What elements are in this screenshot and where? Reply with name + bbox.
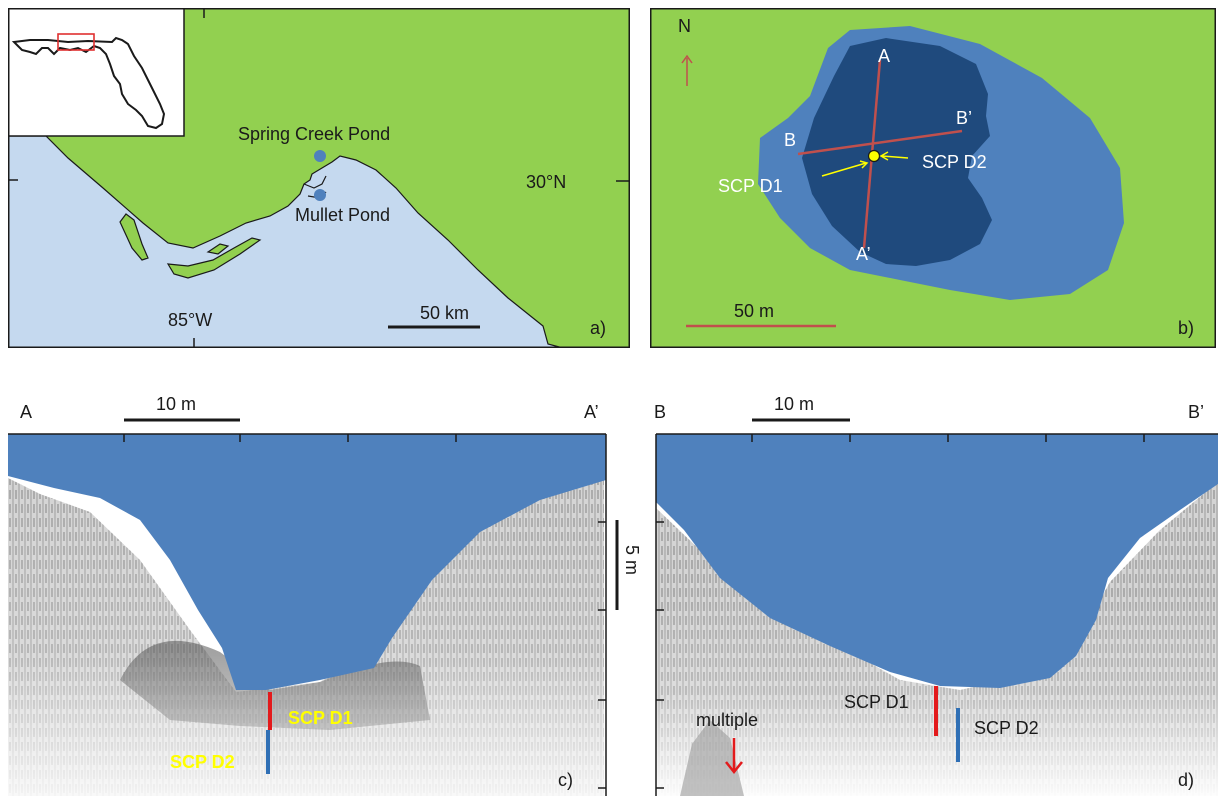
- horizontal-scale-label: 10 m: [774, 394, 814, 414]
- core-d2-label: SCP D2: [170, 752, 235, 772]
- core-d1-arrowhead: [859, 160, 869, 169]
- north-label: N: [678, 16, 691, 36]
- coastal-island: [206, 243, 230, 255]
- label-b-prime: B’: [956, 108, 972, 128]
- florida-outline: [11, 36, 166, 130]
- scale-bar-label: 50 km: [420, 303, 469, 323]
- core-location-marker: [867, 149, 881, 163]
- panel-a-frame: [8, 8, 630, 348]
- profile-start-label: B: [654, 402, 666, 422]
- panel-b-frame: [650, 8, 1216, 348]
- multiple-reflection: [680, 720, 744, 796]
- profile-end-label: B’: [1188, 402, 1204, 422]
- core-d2-label: SCP D2: [974, 718, 1039, 738]
- profile-end-label: A’: [584, 402, 599, 422]
- panel-letter-a: a): [590, 318, 606, 338]
- core-d1-label: SCP D1: [288, 708, 353, 728]
- inset-study-area-box: [57, 33, 95, 51]
- panel-c-profile-a: A A’ 10 m 5 m SCP D1 SCP D2 c: [8, 394, 640, 796]
- mullet-pond-label: Mullet Pond: [295, 205, 390, 225]
- multiple-arrowhead-icon: [725, 761, 743, 775]
- panel-a-regional-map: Spring Creek Pond Mullet Pond 30°N 85°W …: [8, 8, 630, 348]
- core-d1-label: SCP D1: [844, 692, 909, 712]
- label-a: A: [878, 46, 890, 66]
- profile-start-label: A: [20, 402, 32, 422]
- core-d2-arrowhead: [879, 151, 889, 161]
- core-d1-pointer: [821, 162, 867, 177]
- coastal-island: [166, 237, 262, 279]
- florida-inset-map: [8, 8, 185, 137]
- core-d2-pointer: [881, 155, 909, 159]
- latitude-label: 30°N: [526, 172, 566, 192]
- core-d2-label: SCP D2: [922, 152, 987, 172]
- panel-letter-d: d): [1178, 770, 1194, 790]
- spring-creek-pond-marker: [314, 150, 326, 162]
- north-arrowhead-icon: [681, 54, 693, 64]
- pond-deep-area: [802, 38, 992, 266]
- panel-letter-c: c): [558, 770, 573, 790]
- gulf-of-mexico: [8, 135, 564, 348]
- label-b: B: [784, 130, 796, 150]
- mullet-pond-marker: [314, 189, 326, 201]
- transect-b-b-prime: [797, 129, 963, 156]
- spring-creek-pond-label: Spring Creek Pond: [238, 124, 390, 144]
- multiple-label: multiple: [696, 710, 758, 730]
- panel-letter-b: b): [1178, 318, 1194, 338]
- scale-bar-label: 50 m: [734, 301, 774, 321]
- vertical-scale-label: 5 m: [622, 545, 640, 575]
- coastal-island: [119, 213, 149, 261]
- water-column: [656, 434, 1218, 688]
- water-column: [8, 434, 606, 690]
- core-d1-label: SCP D1: [718, 176, 783, 196]
- longitude-label: 85°W: [168, 310, 212, 330]
- horizontal-scale-label: 10 m: [156, 394, 196, 414]
- panel-b-pond-map: A A’ B B’ SCP D1 SCP D2 N 50 m b): [650, 8, 1216, 348]
- panel-d-profile-b: B B’ 10 m SCP D1 SCP D2 multiple d): [654, 394, 1218, 796]
- label-a-prime: A’: [856, 244, 871, 264]
